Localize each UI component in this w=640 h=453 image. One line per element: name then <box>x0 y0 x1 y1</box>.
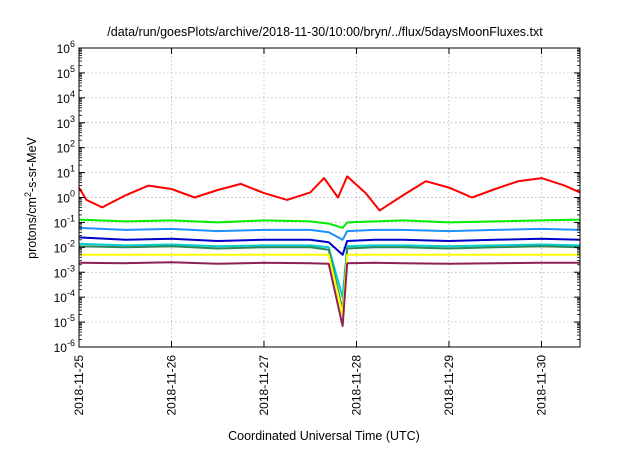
y-tick-label: 10-1 <box>54 213 75 230</box>
x-tick-label: 2018-11-26 <box>164 355 178 416</box>
y-tick-label: 101 <box>57 164 75 181</box>
chart-title: /data/run/goesPlots/archive/2018-11-30/1… <box>107 25 543 39</box>
y-tick-label: 102 <box>57 139 75 156</box>
y-tick-label: 10-2 <box>54 238 75 255</box>
y-tick-label: 103 <box>57 114 75 131</box>
y-tick-label: 106 <box>57 39 75 56</box>
y-tick-label: 10-3 <box>54 263 75 280</box>
y-axis-label-sup: 2 <box>23 192 33 197</box>
x-tick-label: 2018-11-28 <box>349 355 363 416</box>
x-tick-label: 2018-11-30 <box>534 355 548 416</box>
grid <box>79 48 580 347</box>
x-tick-label: 2018-11-27 <box>257 355 271 416</box>
y-axis-label-suffix: -s-sr-MeV <box>25 136 39 192</box>
y-axis-label: protons/cm2-s-sr-MeV <box>23 136 39 258</box>
x-tick-label: 2018-11-25 <box>72 355 86 416</box>
series-line-4 <box>78 236 581 256</box>
y-axis: 106 105 104 103 102 101 100 10-1 10-2 10-3 10-4 10-… <box>54 39 580 355</box>
series-line-3 <box>78 226 581 241</box>
series-layer <box>78 175 581 327</box>
series-line-8 <box>78 261 580 327</box>
y-tick-label: 10-6 <box>54 338 75 355</box>
x-axis: 2018-11-25 2018-11-26 2018-11-27 2018-11-28… <box>72 48 548 416</box>
y-tick-label: 104 <box>57 89 75 106</box>
x-tick-label: 2018-11-29 <box>442 355 456 416</box>
y-tick-label: 100 <box>57 189 75 206</box>
y-tick-label: 105 <box>57 64 75 81</box>
y-axis-label-prefix: protons/cm <box>25 197 39 259</box>
y-tick-label: 10-5 <box>54 313 75 330</box>
x-axis-label: Coordinated Universal Time (UTC) <box>228 429 420 443</box>
series-line-2 <box>78 218 581 229</box>
series-line-1 <box>78 175 581 212</box>
y-tick-label: 10-4 <box>54 288 75 305</box>
plot-frame <box>78 47 581 348</box>
